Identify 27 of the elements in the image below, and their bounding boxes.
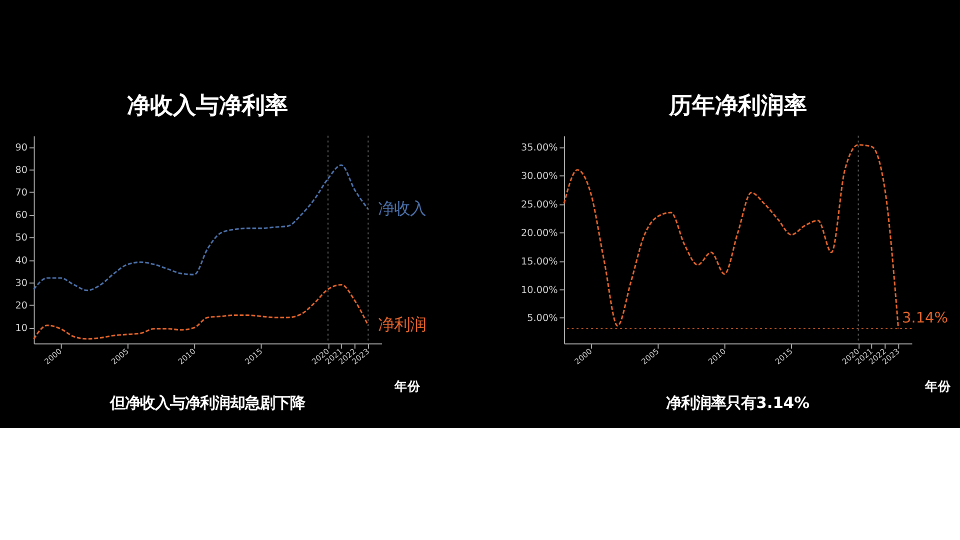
y-tick-label: 30.00% [520,170,558,182]
y-tick-label: 25.00% [520,199,558,210]
series-label: 净利润 [378,315,426,334]
y-tick-label: 35.00% [520,142,558,154]
x-axis-title: 年份 [924,378,952,394]
y-tick-label: 10.00% [520,284,558,296]
y-tick-label: 50 [15,232,28,244]
text: 但净收入与净利润却急剧下降 [109,394,306,412]
y-tick-label: 90 [15,142,28,154]
y-tick-label: 10 [15,323,28,334]
text: 净利润率只有3.14% [666,394,810,412]
y-tick-label: 5.00% [527,313,558,324]
y-tick-label: 15.00% [520,256,558,268]
x-axis-title: 年份 [394,378,422,394]
y-tick-label: 20.00% [520,228,558,239]
chart-title: 净收入与净利率 [127,92,288,120]
y-tick-label: 80 [15,165,28,176]
y-tick-label: 20 [15,300,28,312]
line-series [33,164,369,292]
line-series [33,284,369,340]
y-tick-label: 30 [15,278,28,289]
y-tick-label: 40 [15,255,28,266]
series-label: 净收入 [378,198,426,218]
ref-line-label: 3.14% [902,310,948,327]
y-tick-label: 70 [15,188,28,199]
y-tick-label: 60 [15,210,28,222]
chart-title: 历年净利润率 [668,92,807,120]
